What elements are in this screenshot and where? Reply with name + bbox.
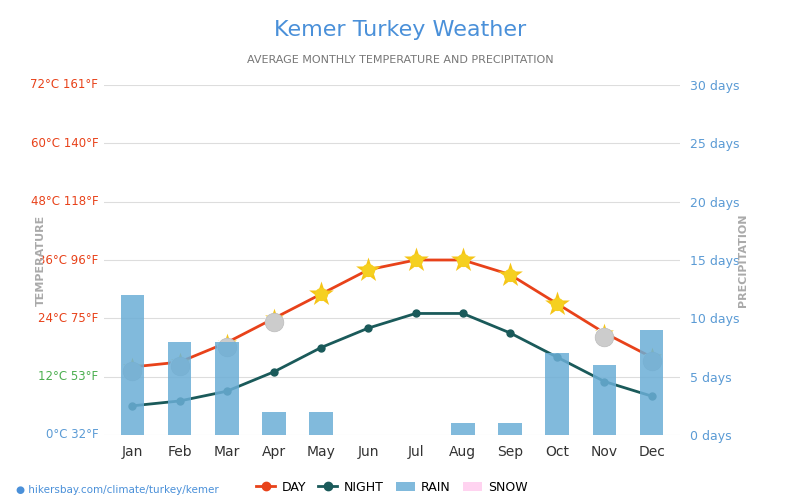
Text: AVERAGE MONTHLY TEMPERATURE AND PRECIPITATION: AVERAGE MONTHLY TEMPERATURE AND PRECIPIT… xyxy=(246,55,554,65)
Bar xyxy=(546,354,569,435)
Point xyxy=(314,290,327,298)
Bar xyxy=(640,330,663,435)
Point xyxy=(596,332,609,340)
Point xyxy=(173,362,186,370)
Point xyxy=(362,266,374,274)
Point xyxy=(410,256,422,264)
Bar xyxy=(262,412,286,435)
Point xyxy=(170,360,183,368)
Text: ● hikersbay.com/climate/turkey/kemer: ● hikersbay.com/climate/turkey/kemer xyxy=(16,485,218,495)
Text: 60°C 140°F: 60°C 140°F xyxy=(30,137,98,150)
Point xyxy=(267,318,280,326)
Point xyxy=(551,300,564,308)
Point xyxy=(598,333,611,341)
Point xyxy=(267,314,280,322)
Bar xyxy=(121,295,144,435)
Point xyxy=(551,300,564,308)
Point xyxy=(123,366,136,374)
Bar xyxy=(215,342,238,435)
Point xyxy=(266,317,278,325)
Point xyxy=(646,357,658,365)
Text: 24°C 75°F: 24°C 75°F xyxy=(38,312,98,325)
Text: TEMPERATURE: TEMPERATURE xyxy=(36,214,46,306)
Legend: DAY, NIGHT, RAIN, SNOW: DAY, NIGHT, RAIN, SNOW xyxy=(251,476,533,499)
Point xyxy=(362,266,374,274)
Bar xyxy=(451,424,474,435)
Text: 36°C 96°F: 36°C 96°F xyxy=(38,254,98,266)
Bar xyxy=(168,342,191,435)
Point xyxy=(646,353,658,361)
Point xyxy=(410,256,422,264)
Text: 0°C 32°F: 0°C 32°F xyxy=(46,428,98,442)
Point xyxy=(504,270,517,278)
Point xyxy=(457,256,470,264)
Text: Kemer Turkey Weather: Kemer Turkey Weather xyxy=(274,20,526,40)
Bar xyxy=(310,412,333,435)
Text: 48°C 118°F: 48°C 118°F xyxy=(30,195,98,208)
Text: 12°C 53°F: 12°C 53°F xyxy=(38,370,98,383)
Point xyxy=(457,256,470,264)
Point xyxy=(126,363,138,371)
Point xyxy=(643,356,656,364)
Text: PRECIPITATION: PRECIPITATION xyxy=(738,213,748,306)
Point xyxy=(173,358,186,366)
Point xyxy=(504,270,517,278)
Bar xyxy=(593,365,616,435)
Point xyxy=(598,329,611,337)
Bar xyxy=(498,424,522,435)
Text: 72°C 161°F: 72°C 161°F xyxy=(30,78,98,92)
Point xyxy=(218,341,230,349)
Point xyxy=(220,342,233,350)
Point xyxy=(314,290,327,298)
Point xyxy=(220,338,233,346)
Point xyxy=(126,367,138,375)
